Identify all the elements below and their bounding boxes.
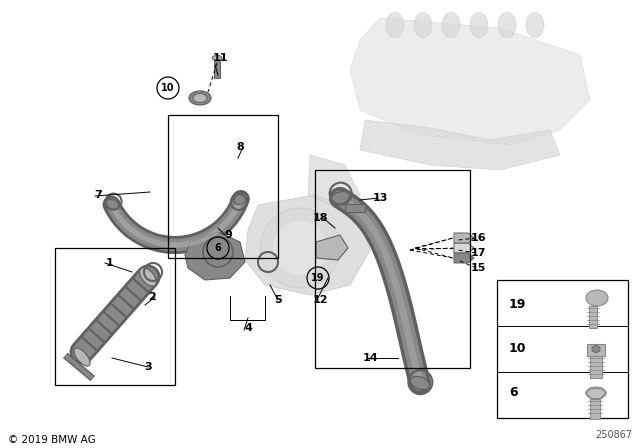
Text: 17: 17 xyxy=(470,248,486,258)
Bar xyxy=(589,306,597,328)
Text: 7: 7 xyxy=(94,190,102,200)
Text: 8: 8 xyxy=(236,142,244,152)
Text: 3: 3 xyxy=(144,362,152,372)
Polygon shape xyxy=(454,253,474,263)
Text: 11: 11 xyxy=(212,53,228,63)
Polygon shape xyxy=(308,155,360,205)
Text: 1: 1 xyxy=(106,258,114,268)
Ellipse shape xyxy=(526,13,544,38)
Text: 18: 18 xyxy=(312,213,328,223)
Text: 5: 5 xyxy=(274,295,282,305)
Polygon shape xyxy=(185,232,245,280)
Bar xyxy=(587,344,605,356)
Ellipse shape xyxy=(586,290,608,306)
Ellipse shape xyxy=(386,13,404,38)
Text: 4: 4 xyxy=(244,323,252,333)
Ellipse shape xyxy=(414,13,432,38)
Text: © 2019 BMW AG: © 2019 BMW AG xyxy=(8,435,96,445)
Bar xyxy=(214,58,220,78)
Ellipse shape xyxy=(193,94,207,103)
Text: 6: 6 xyxy=(214,243,221,253)
Ellipse shape xyxy=(189,91,211,105)
Ellipse shape xyxy=(410,376,429,390)
Text: 250867: 250867 xyxy=(595,430,632,440)
Ellipse shape xyxy=(104,199,118,210)
Text: 2: 2 xyxy=(148,292,156,302)
Bar xyxy=(497,280,628,418)
Text: 13: 13 xyxy=(372,193,388,203)
Ellipse shape xyxy=(498,13,516,38)
Polygon shape xyxy=(316,235,348,260)
Ellipse shape xyxy=(330,191,349,205)
Bar xyxy=(590,399,600,419)
Ellipse shape xyxy=(586,387,606,399)
Text: 9: 9 xyxy=(224,230,232,240)
Text: 10: 10 xyxy=(161,83,175,93)
Text: 14: 14 xyxy=(362,353,378,363)
Polygon shape xyxy=(360,120,560,170)
Text: 15: 15 xyxy=(470,263,486,273)
Text: 6: 6 xyxy=(509,387,518,400)
Text: 10: 10 xyxy=(509,343,527,356)
Text: 12: 12 xyxy=(312,295,328,305)
Ellipse shape xyxy=(234,194,247,204)
Polygon shape xyxy=(454,233,474,243)
Text: 19: 19 xyxy=(509,298,526,311)
Ellipse shape xyxy=(212,56,222,60)
Ellipse shape xyxy=(470,13,488,38)
Bar xyxy=(315,170,470,368)
Polygon shape xyxy=(454,243,474,253)
Bar xyxy=(345,204,365,212)
Bar xyxy=(590,356,602,378)
Text: 19: 19 xyxy=(311,273,324,283)
Polygon shape xyxy=(245,195,370,295)
Polygon shape xyxy=(592,345,600,353)
Circle shape xyxy=(272,220,328,276)
Bar xyxy=(55,248,175,385)
Ellipse shape xyxy=(74,348,90,366)
Text: 16: 16 xyxy=(470,233,486,243)
Bar xyxy=(168,115,278,258)
Circle shape xyxy=(260,208,340,288)
Ellipse shape xyxy=(442,13,460,38)
Polygon shape xyxy=(350,18,590,145)
Ellipse shape xyxy=(140,268,156,286)
